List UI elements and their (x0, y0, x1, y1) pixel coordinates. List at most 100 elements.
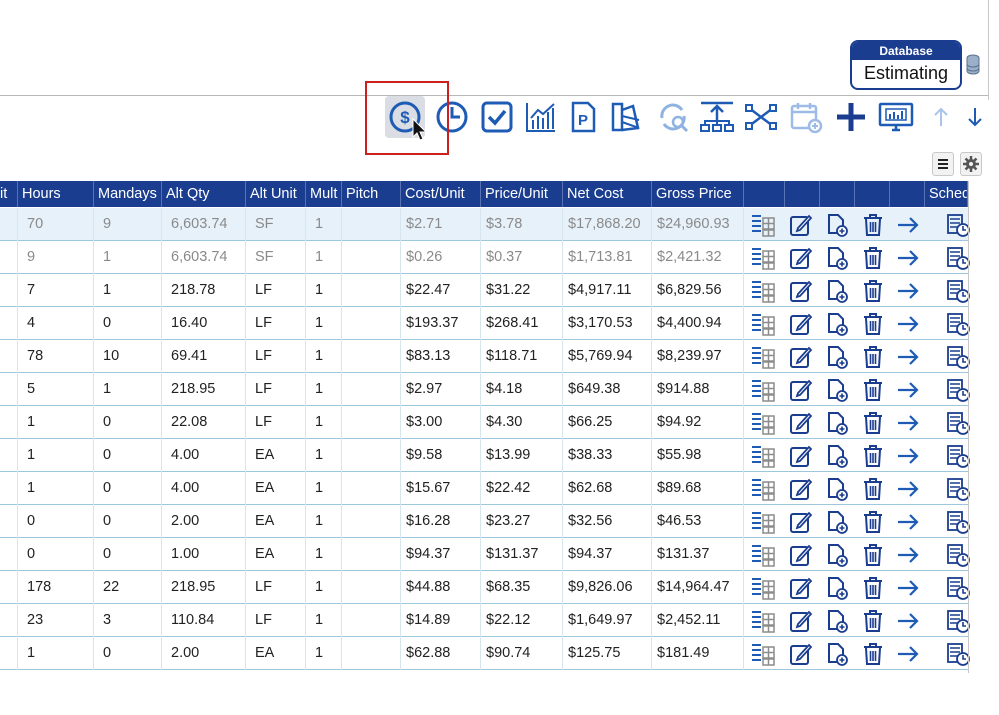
edit-icon[interactable] (788, 311, 814, 337)
add-document-icon[interactable] (824, 311, 850, 337)
cell-mandays[interactable]: 0 (94, 307, 162, 340)
cell-alt-qty[interactable]: 22.08 (162, 406, 246, 439)
trash-icon[interactable] (860, 575, 886, 601)
trash-icon[interactable] (860, 641, 886, 667)
list-grid-icon[interactable] (750, 509, 776, 535)
table-row[interactable]: 70 9 6,603.74 SF 1 $2.71 $3.78 $17,868.20 $24,96… (0, 208, 970, 241)
database-value[interactable]: Estimating (863, 63, 949, 83)
cell-mandays[interactable]: 22 (94, 571, 162, 604)
cell-mult[interactable]: 1 (306, 373, 342, 406)
table-row[interactable]: 1 0 4.00 EA 1 $15.67 $22.42 $62.68 $89.68 (0, 472, 971, 505)
upload-button[interactable] (697, 96, 737, 138)
list-grid-icon[interactable] (750, 410, 776, 436)
list-grid-icon[interactable] (750, 443, 776, 469)
header-col-net-cost[interactable]: Net Cost (563, 181, 652, 207)
schedule-icon[interactable] (945, 542, 971, 568)
cell-mandays[interactable]: 1 (94, 373, 162, 406)
cell-cost-unit[interactable]: $14.89 (401, 604, 481, 637)
cell-cost-unit[interactable]: $2.71 (401, 208, 481, 241)
cell-it[interactable] (0, 637, 18, 670)
cell-alt-unit[interactable]: EA (246, 637, 306, 670)
cell-mandays[interactable]: 0 (94, 406, 162, 439)
cell-price-unit[interactable]: $31.22 (481, 274, 563, 307)
cell-mandays[interactable]: 9 (94, 208, 162, 241)
table-row[interactable]: 5 1 218.95 LF 1 $2.97 $4.18 $649.38 $914.88 (0, 373, 970, 406)
edit-icon[interactable] (788, 212, 814, 238)
header-col-action-3[interactable] (820, 181, 855, 207)
cell-it[interactable] (0, 571, 18, 604)
schedule-icon[interactable] (945, 311, 971, 337)
table-row[interactable]: 1 0 22.08 LF 1 $3.00 $4.30 $66.25 $94.92 (0, 406, 970, 439)
add-document-icon[interactable] (824, 608, 850, 634)
list-grid-icon[interactable] (750, 608, 776, 634)
cell-price-unit[interactable]: $23.27 (481, 505, 563, 538)
table-row[interactable]: 0 0 2.00 EA 1 $16.28 $23.27 $32.56 $46.53 (0, 505, 970, 538)
schedule-icon[interactable] (945, 278, 971, 304)
cell-gross-price[interactable]: $4,400.94 (652, 307, 744, 340)
list-grid-icon[interactable] (750, 377, 776, 403)
refresh-button[interactable] (653, 96, 693, 138)
cell-alt-qty[interactable]: 218.78 (162, 274, 246, 307)
edit-icon[interactable] (788, 476, 814, 502)
header-col-pitch[interactable]: Pitch (342, 181, 401, 207)
cell-it[interactable] (0, 373, 18, 406)
table-row[interactable]: 1 0 4.00 EA 1 $9.58 $13.99 $38.33 $55.98 (0, 439, 970, 472)
arrow-right-icon[interactable] (895, 311, 921, 337)
shuffle-button[interactable] (741, 96, 781, 138)
cell-mult[interactable]: 1 (306, 472, 342, 505)
cell-alt-unit[interactable]: EA (246, 538, 306, 571)
cell-cost-unit[interactable]: $3.00 (401, 406, 481, 439)
cell-gross-price[interactable]: $24,960.93 (652, 208, 744, 241)
cell-net-cost[interactable]: $5,769.94 (563, 340, 652, 373)
cell-alt-qty[interactable]: 2.00 (162, 505, 246, 538)
add-document-icon[interactable] (824, 278, 850, 304)
cell-alt-unit[interactable]: SF (246, 208, 306, 241)
cell-mandays[interactable]: 0 (94, 505, 162, 538)
cell-mandays[interactable]: 3 (94, 604, 162, 637)
cell-mult[interactable]: 1 (306, 439, 342, 472)
arrow-right-icon[interactable] (895, 641, 921, 667)
edit-icon[interactable] (788, 509, 814, 535)
edit-icon[interactable] (788, 344, 814, 370)
table-row[interactable]: 9 1 6,603.74 SF 1 $0.26 $0.37 $1,713.81 $2,421.3… (0, 241, 970, 274)
trash-icon[interactable] (860, 542, 886, 568)
cell-net-cost[interactable]: $94.37 (563, 538, 652, 571)
list-grid-icon[interactable] (750, 278, 776, 304)
cell-gross-price[interactable]: $55.98 (652, 439, 744, 472)
trash-icon[interactable] (860, 245, 886, 271)
cell-alt-qty[interactable]: 6,603.74 (162, 208, 246, 241)
cell-price-unit[interactable]: $68.35 (481, 571, 563, 604)
cell-mult[interactable]: 1 (306, 340, 342, 373)
schedule-icon[interactable] (945, 575, 971, 601)
cell-alt-qty[interactable]: 4.00 (162, 472, 246, 505)
cell-hours[interactable]: 9 (18, 241, 94, 274)
display-button[interactable] (876, 96, 916, 138)
schedule-icon[interactable] (945, 476, 971, 502)
arrow-right-icon[interactable] (895, 245, 921, 271)
schedule-icon[interactable] (945, 608, 971, 634)
table-row[interactable]: 23 3 110.84 LF 1 $14.89 $22.12 $1,649.97 $2,452.… (0, 604, 971, 637)
cell-net-cost[interactable]: $4,917.11 (563, 274, 652, 307)
cell-cost-unit[interactable]: $22.47 (401, 274, 481, 307)
move-down-button[interactable] (955, 96, 995, 138)
list-grid-icon[interactable] (750, 212, 776, 238)
list-grid-icon[interactable] (750, 641, 776, 667)
table-row[interactable]: 7 1 218.78 LF 1 $22.47 $31.22 $4,917.11 $6,829.5… (0, 274, 971, 307)
cell-cost-unit[interactable]: $16.28 (401, 505, 481, 538)
settings-button[interactable] (960, 152, 982, 176)
cell-price-unit[interactable]: $4.30 (481, 406, 563, 439)
database-selector[interactable]: Database Estimating (850, 40, 962, 90)
cell-gross-price[interactable]: $14,964.47 (652, 571, 744, 604)
add-document-icon[interactable] (824, 509, 850, 535)
cell-it[interactable] (0, 472, 18, 505)
trash-icon[interactable] (860, 410, 886, 436)
cell-mult[interactable]: 1 (306, 241, 342, 274)
edit-icon[interactable] (788, 641, 814, 667)
trash-icon[interactable] (860, 476, 886, 502)
cell-mult[interactable]: 1 (306, 307, 342, 340)
schedule-icon[interactable] (945, 344, 971, 370)
cell-net-cost[interactable]: $125.75 (563, 637, 652, 670)
arrow-right-icon[interactable] (895, 509, 921, 535)
cell-pitch[interactable] (342, 406, 401, 439)
add-document-icon[interactable] (824, 476, 850, 502)
